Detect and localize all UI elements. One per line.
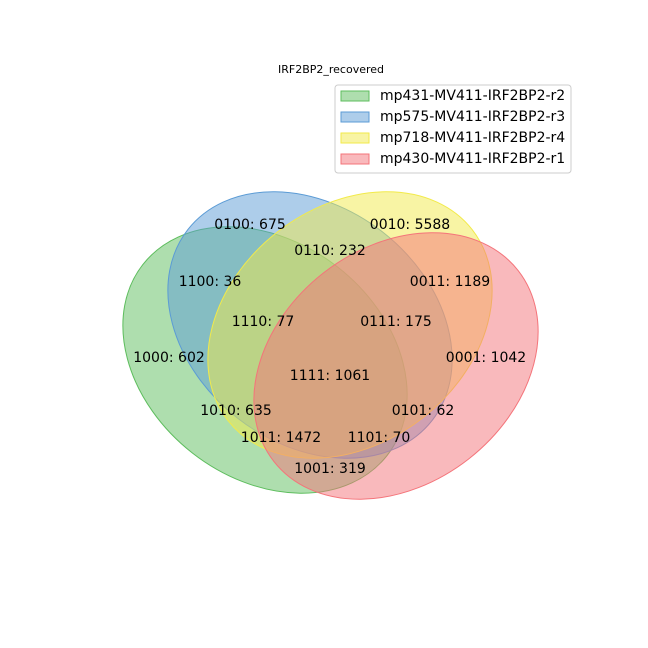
- legend-label-1: mp431-MV411-IRF2BP2-r2: [380, 88, 565, 104]
- venn-ellipses: [122, 191, 539, 500]
- legend-frame: [334, 84, 572, 174]
- region-label-0011: 0011: 1189: [410, 274, 490, 290]
- region-label-1100: 1100: 36: [179, 274, 242, 290]
- region-label-0110: 0110: 232: [294, 243, 366, 259]
- region-label-1001: 1001: 319: [294, 461, 366, 477]
- legend-swatch-1: [340, 90, 370, 102]
- region-label-1011: 1011: 1472: [241, 430, 321, 446]
- legend-label-3: mp718-MV411-IRF2BP2-r4: [380, 130, 565, 146]
- region-label-1010: 1010: 635: [200, 403, 272, 419]
- region-label-0100: 0100: 675: [214, 217, 286, 233]
- region-label-1110: 1110: 77: [232, 314, 295, 330]
- legend-swatch-2: [340, 111, 370, 123]
- venn-set-ellipse-4: [253, 232, 539, 500]
- legend-label-4: mp430-MV411-IRF2BP2-r1: [380, 151, 565, 167]
- chart-title: IRF2BP2_recovered: [278, 63, 384, 76]
- region-label-0010: 0010: 5588: [370, 217, 450, 233]
- legend: mp431-MV411-IRF2BP2-r2 mp575-MV411-IRF2BP…: [334, 84, 572, 174]
- region-label-1111: 1111: 1061: [290, 368, 370, 384]
- legend-swatch-3: [340, 132, 370, 144]
- region-label-0101: 0101: 62: [392, 403, 455, 419]
- region-label-1000: 1000: 602: [133, 350, 205, 366]
- region-label-0111: 0111: 175: [360, 314, 432, 330]
- region-label-0001: 0001: 1042: [446, 350, 526, 366]
- legend-label-2: mp575-MV411-IRF2BP2-r3: [380, 109, 565, 125]
- legend-swatch-4: [340, 153, 370, 165]
- region-label-1101: 1101: 70: [348, 430, 411, 446]
